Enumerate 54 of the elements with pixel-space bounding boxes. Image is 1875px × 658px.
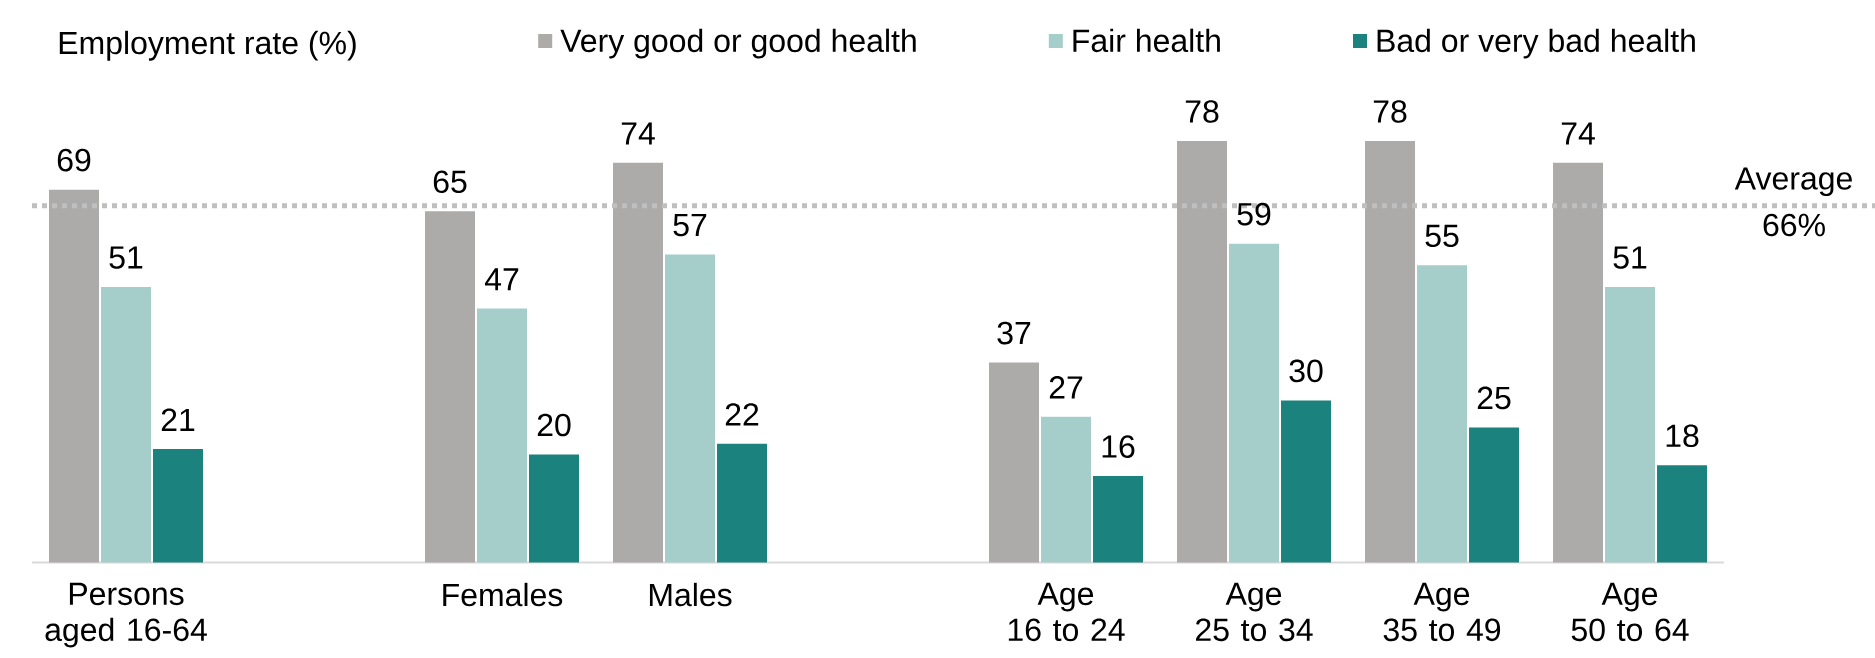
data-label: 27 bbox=[1049, 376, 1083, 399]
bar bbox=[1657, 465, 1708, 563]
bar bbox=[1469, 427, 1520, 563]
bar bbox=[613, 162, 664, 563]
data-label: 47 bbox=[484, 268, 519, 291]
x-tick-label: Age 35 to 49 bbox=[1383, 582, 1501, 642]
legend-label: Bad or very bad health bbox=[1377, 28, 1695, 59]
data-label: 57 bbox=[673, 213, 707, 237]
x-tick-label: Age 50 to 64 bbox=[1571, 582, 1689, 642]
data-label: 74 bbox=[621, 122, 655, 145]
data-label: 21 bbox=[161, 408, 195, 431]
data-label: 74 bbox=[1561, 122, 1595, 145]
bar bbox=[153, 449, 203, 563]
data-label: 25 bbox=[1477, 386, 1511, 410]
data-label: 30 bbox=[1289, 359, 1323, 383]
bar bbox=[1417, 265, 1468, 563]
bar bbox=[1553, 162, 1604, 563]
data-label: 78 bbox=[1185, 100, 1219, 123]
bar bbox=[477, 308, 528, 563]
x-tick-label: Age 16 to 24 bbox=[1008, 582, 1125, 642]
bar bbox=[1041, 416, 1092, 563]
data-label: 55 bbox=[1425, 224, 1459, 248]
bar bbox=[1605, 286, 1656, 563]
x-tick-label: Persons aged 16-64 bbox=[45, 582, 207, 648]
legend-label: Fair health bbox=[1073, 28, 1220, 53]
bar bbox=[665, 254, 716, 563]
x-tick-label: Age 25 to 34 bbox=[1196, 582, 1313, 642]
bar bbox=[1177, 141, 1228, 563]
bar bbox=[101, 286, 151, 563]
bar bbox=[989, 362, 1040, 563]
x-tick-label: Males bbox=[649, 582, 732, 607]
ref-line-label: Average 66% bbox=[1734, 167, 1852, 237]
data-label: 51 bbox=[109, 246, 143, 269]
bar bbox=[529, 454, 580, 563]
bar bbox=[425, 211, 476, 563]
data-label: 51 bbox=[1613, 246, 1647, 269]
bar bbox=[49, 189, 99, 563]
x-tick-label: Females bbox=[443, 582, 563, 607]
y-axis-title: Employment rate (%) bbox=[59, 30, 356, 61]
data-label: 78 bbox=[1373, 100, 1407, 123]
data-label: 20 bbox=[537, 413, 571, 437]
data-label: 37 bbox=[997, 321, 1031, 345]
bar bbox=[1365, 141, 1416, 563]
data-label: 16 bbox=[1102, 435, 1135, 458]
data-label: 69 bbox=[57, 148, 91, 172]
legend-label: Very good or good health bbox=[560, 28, 916, 59]
bar bbox=[1093, 476, 1144, 563]
data-label: 18 bbox=[1666, 424, 1699, 448]
bar bbox=[717, 443, 768, 563]
data-label: 22 bbox=[725, 403, 759, 426]
bar bbox=[1281, 400, 1332, 563]
data-label: 59 bbox=[1237, 202, 1271, 226]
data-label: 65 bbox=[433, 170, 467, 194]
bar bbox=[1229, 243, 1280, 563]
